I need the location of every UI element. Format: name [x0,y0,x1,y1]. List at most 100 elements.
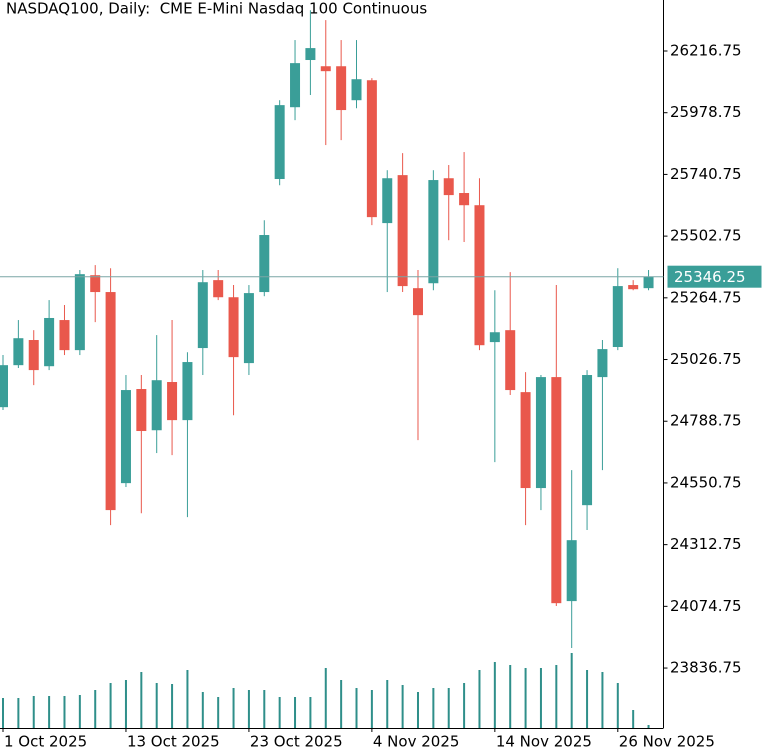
volume-bar [294,697,297,728]
volume-bar [217,697,220,728]
volume-bar [601,672,604,728]
candle-body [336,66,347,111]
candle-body [243,293,254,364]
volume-bar [309,697,312,728]
volume-bar [94,690,97,728]
volume-bar [17,698,20,728]
candle-body [612,286,623,348]
candle-body [597,349,608,378]
volume-bar [278,697,281,728]
y-tick-label: 24550.75 [670,473,742,491]
volume-bar [647,725,650,728]
candle-body [90,275,101,293]
volume-bar [124,680,127,728]
volume-bar [186,670,189,728]
candle-body [59,320,70,351]
candle-body [412,288,423,316]
volume-bar [632,710,635,728]
volume-bar [155,683,158,728]
candle-body [443,178,454,196]
candle-body [551,377,562,604]
volume-bar [171,684,174,728]
candle-body [489,332,500,343]
volume-bar [616,683,619,728]
candle-body [535,377,546,489]
volume-bar [201,692,204,728]
candle-body [428,180,439,284]
x-tick-label: 1 Oct 2025 [4,733,87,750]
y-tick-label: 25026.75 [670,350,742,368]
volume-bar [48,696,51,728]
candle-body [459,193,470,206]
volume-bar [432,688,435,728]
volume-bar [493,662,496,728]
candle-body [44,317,55,367]
candle-body [13,338,24,366]
candle-body [566,540,577,602]
volume-bar [140,672,143,728]
volume-bar [478,670,481,728]
volume-bar [524,668,527,728]
candle-body [290,63,301,108]
volume-bar [78,695,81,728]
y-tick-label: 25978.75 [670,103,742,121]
candle-body [505,330,516,391]
volume-bar [370,690,373,728]
candle-body [28,340,39,371]
volume-bar [32,696,35,728]
volume-bar [386,680,389,728]
candle-body [628,285,639,290]
candle-body [182,362,193,421]
candle-body [228,297,239,358]
last-price-box [667,265,762,288]
volume-bar [340,680,343,728]
x-tick-label: 13 Oct 2025 [127,733,220,750]
volume-bar [247,690,250,728]
candle-body [259,235,270,293]
candle-body [120,390,131,484]
candle-body [643,276,654,289]
candle-body [351,79,362,101]
volume-bar [232,688,235,728]
x-tick-label: 4 Nov 2025 [373,733,460,750]
candle-body [0,365,8,408]
volume-bar [555,665,558,728]
volume-bar [447,688,450,728]
last-price-label: 25346.25 [674,268,746,286]
candle-body [320,66,331,72]
volume-bar [401,685,404,728]
x-tick-label: 14 Nov 2025 [496,733,592,750]
y-tick-label: 24312.75 [670,535,742,553]
candle-body [197,282,208,349]
y-tick-label: 23836.75 [670,659,742,677]
candle-body [74,274,85,351]
volume-bar [586,670,589,728]
candle-body [382,178,393,224]
volume-bar [509,665,512,728]
candle-body [274,105,285,180]
candle-body [582,375,593,506]
candle-body [167,382,178,421]
y-tick-label: 26216.75 [670,42,742,60]
volume-bar [263,690,266,728]
candle-body [213,280,224,298]
candle-body [305,48,316,61]
volume-bar [324,668,327,728]
volume-bar [63,696,66,728]
volume-bar [570,653,573,728]
chart-title: NASDAQ100, Daily: CME E-Mini Nasdaq 100 … [6,0,427,18]
y-tick-label: 25502.75 [670,227,742,245]
volume-bar [2,698,4,728]
x-tick-label: 23 Oct 2025 [250,733,343,750]
x-tick-label: 26 Nov 2025 [619,733,715,750]
candle-body [366,80,377,218]
candle-body [397,175,408,287]
candle-body [105,292,116,511]
candle-body [474,205,485,346]
y-tick-label: 24788.75 [670,412,742,430]
volume-bar [355,688,358,728]
volume-bar [109,683,112,728]
y-tick-label: 25264.75 [670,288,742,306]
candle-body [151,380,162,431]
